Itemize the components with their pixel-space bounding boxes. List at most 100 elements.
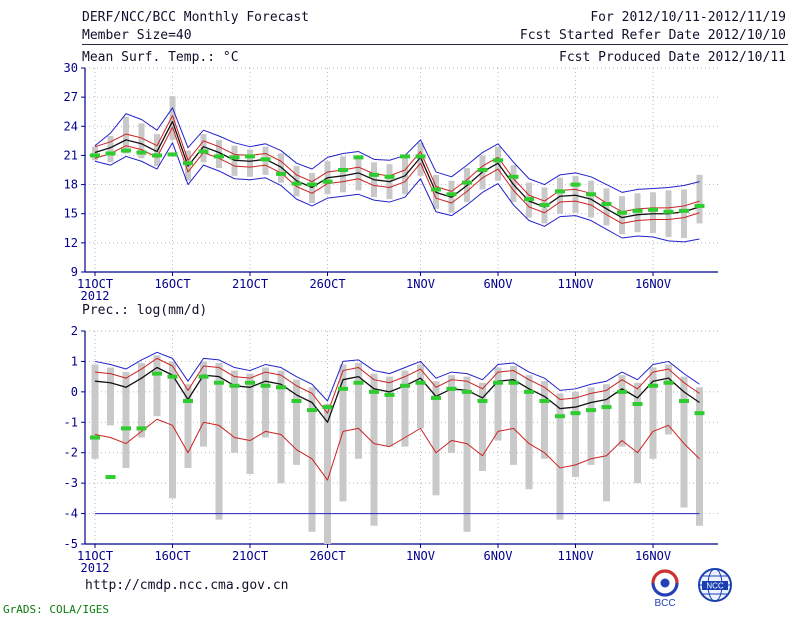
- y-tick-label: -1: [64, 415, 78, 429]
- ensemble-spread-bar: [246, 373, 254, 475]
- ensemble-spread-bar: [107, 136, 114, 163]
- ensemble-spread-bar: [169, 96, 176, 140]
- ensemble-spread-bar: [262, 367, 269, 438]
- x-axis-year-label: 2012: [81, 561, 110, 575]
- ensemble-spread-bar: [138, 362, 145, 438]
- ensemble-spread-bar: [587, 387, 595, 465]
- x-tick-label: 16NOV: [635, 277, 671, 291]
- x-tick-label: 16NOV: [635, 549, 671, 563]
- ensemble-spread-bar: [138, 123, 145, 159]
- upper-quartile-line: [94, 115, 700, 213]
- ensemble-spread-bar: [355, 362, 362, 459]
- lower-quartile-line: [94, 418, 700, 481]
- ensemble-spread-bar: [417, 142, 424, 176]
- ensemble-spread-bar: [680, 376, 688, 508]
- ensemble-spread-bar: [200, 361, 207, 447]
- x-tick-label: 21OCT: [232, 549, 268, 563]
- ensemble-spread-bar: [649, 367, 657, 459]
- ensemble-spread-bar: [556, 393, 564, 520]
- x-tick-label: 6NOV: [484, 277, 513, 291]
- ensemble-spread-bar: [696, 174, 703, 224]
- ensemble-spread-bar: [370, 373, 378, 526]
- ensemble-spread-bar: [525, 375, 533, 490]
- ensemble-mean-line: [94, 366, 700, 423]
- ensemble-spread-bar: [386, 376, 393, 447]
- x-tick-label: 11OCT: [77, 549, 113, 563]
- ensemble-min-line: [94, 142, 700, 243]
- ensemble-spread-bar: [618, 375, 626, 447]
- ensemble-spread-bar: [603, 384, 610, 502]
- ensemble-spread-bar: [572, 391, 579, 478]
- svg-text:BCC: BCC: [654, 598, 675, 608]
- x-tick-label: 11NOV: [557, 549, 593, 563]
- ensemble-spread-bar: [494, 367, 502, 441]
- ensemble-spread-bar: [91, 364, 99, 459]
- ensemble-spread-bar: [541, 381, 548, 459]
- y-tick-label: 21: [64, 148, 78, 162]
- y-tick-label: 1: [71, 354, 78, 368]
- ncc-logo: NCC: [694, 564, 736, 608]
- ensemble-spread-bar: [417, 364, 424, 429]
- ensemble-spread-bar: [650, 192, 656, 234]
- x-tick-label: 1NOV: [406, 277, 435, 291]
- ensemble-spread-bar: [401, 370, 409, 447]
- ensemble-spread-bar: [572, 175, 579, 213]
- y-tick-label: -4: [64, 507, 78, 521]
- y-tick-label: 2: [71, 324, 78, 338]
- ensemble-spread-bar: [184, 384, 192, 468]
- y-tick-label: 12: [64, 236, 78, 250]
- ncc-logo-icon: NCC: [698, 568, 732, 602]
- ensemble-spread-bar: [448, 375, 455, 453]
- x-tick-label: 6NOV: [484, 549, 513, 563]
- x-axis-year-label: 2012: [81, 289, 110, 303]
- grads-signature: GrADS: COLA/IGES: [3, 603, 109, 616]
- ensemble-spread-bar: [603, 188, 610, 226]
- ensemble-mean-line: [94, 120, 700, 219]
- x-tick-label: 26OCT: [309, 277, 345, 291]
- ensemble-spread-bar: [340, 156, 346, 193]
- y-tick-label: 15: [64, 207, 78, 221]
- produced-date-label: Fcst Produced Date 2012/10/11: [559, 50, 786, 65]
- refer-date-label: Fcst Started Refer Date 2012/10/10: [519, 28, 786, 43]
- x-tick-label: 26OCT: [309, 549, 345, 563]
- ensemble-spread-bar: [510, 365, 517, 465]
- agency-logos: BCC NCC: [644, 564, 736, 609]
- ensemble-spread-bar: [619, 196, 625, 235]
- ensemble-spread-bar: [216, 139, 222, 169]
- lower-quartile-line: [94, 126, 700, 224]
- ensemble-spread-bar: [681, 189, 687, 238]
- y-tick-label: -5: [64, 537, 78, 551]
- ensemble-spread-bar: [432, 381, 440, 496]
- ensemble-spread-bar: [293, 379, 300, 465]
- x-tick-label: 16OCT: [154, 277, 190, 291]
- x-tick-label: 16OCT: [154, 549, 190, 563]
- y-tick-label: 30: [64, 61, 78, 75]
- bcc-logo-icon: BCC: [651, 569, 679, 609]
- ensemble-spread-bar: [169, 361, 176, 499]
- ensemble-max-line: [94, 351, 700, 402]
- ensemble-spread-bar: [247, 149, 253, 177]
- y-tick-label: 24: [64, 119, 78, 133]
- ensemble-spread-bar: [277, 370, 285, 484]
- x-tick-label: 11OCT: [77, 277, 113, 291]
- ensemble-spread-bar: [479, 382, 486, 471]
- bcc-logo: BCC: [644, 564, 686, 609]
- y-tick-label: -2: [64, 446, 78, 460]
- ensemble-spread-bar: [154, 134, 160, 167]
- ensemble-spread-bar: [215, 362, 223, 520]
- ensemble-spread-bar: [122, 372, 130, 468]
- ensemble-spread-bar: [463, 376, 471, 532]
- header-divider: [82, 44, 788, 45]
- y-tick-label: -3: [64, 476, 78, 490]
- precipitation-panel-title: Prec.: log(mm/d): [82, 303, 208, 318]
- ensemble-spread-bar: [231, 370, 238, 453]
- ensemble-spread-bar: [634, 382, 641, 484]
- x-tick-label: 21OCT: [232, 277, 268, 291]
- ensemble-spread-bar: [123, 116, 129, 154]
- x-tick-label: 1NOV: [406, 549, 435, 563]
- ensemble-spread-bar: [324, 404, 331, 544]
